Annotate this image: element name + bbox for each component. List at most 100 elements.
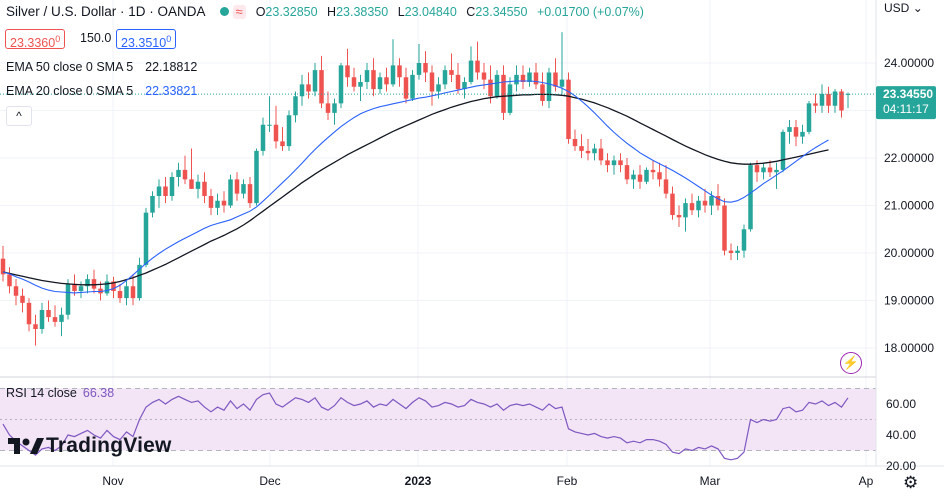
candle-body bbox=[215, 200, 220, 208]
candle-body bbox=[39, 310, 45, 329]
candle-body bbox=[605, 160, 610, 166]
candle-body bbox=[124, 286, 129, 299]
sell-button[interactable]: 23.33600 bbox=[5, 29, 66, 51]
candle-body bbox=[832, 91, 838, 106]
rsi-legend[interactable]: RSI 14 close 66.38 bbox=[6, 386, 114, 400]
candlestick-series bbox=[0, 32, 851, 346]
candle-body bbox=[13, 286, 19, 296]
symbol-title[interactable]: Silver / U.S. Dollar · 1D · OANDA bbox=[6, 4, 206, 19]
candle-body bbox=[449, 70, 454, 75]
symbol-legend[interactable]: Silver / U.S. Dollar · 1D · OANDA ≈ O23.… bbox=[6, 4, 650, 19]
candle-body bbox=[150, 196, 155, 213]
rsi-axis-labels: 60.00 40.00 20.00 bbox=[886, 397, 916, 473]
candle-body bbox=[247, 184, 253, 204]
ema50-label: EMA 50 close 0 SMA 5 bbox=[6, 60, 134, 74]
rsi-label: RSI 14 close bbox=[6, 386, 77, 400]
candle-body bbox=[390, 65, 396, 85]
ema20-value: 22.33821 bbox=[145, 84, 198, 98]
chevron-up-icon: ^ bbox=[16, 109, 22, 123]
candle-body bbox=[494, 74, 500, 97]
candle-body bbox=[702, 200, 708, 206]
candle-body bbox=[111, 281, 116, 291]
status-indicators[interactable]: ≈ bbox=[219, 4, 246, 19]
buy-button[interactable]: 23.35100 bbox=[116, 29, 177, 50]
candle-body bbox=[436, 84, 441, 92]
sell-price-pip: 0 bbox=[55, 34, 61, 44]
candle-body bbox=[137, 264, 142, 299]
candle-body bbox=[488, 79, 493, 97]
ema50-legend[interactable]: EMA 50 close 0 SMA 5 22.18812 bbox=[6, 60, 197, 74]
candle-body bbox=[657, 172, 662, 180]
ema50-value: 22.18812 bbox=[145, 60, 198, 74]
candle-body bbox=[351, 77, 357, 87]
candle-body bbox=[676, 215, 682, 218]
candle-body bbox=[806, 103, 812, 132]
candle-body bbox=[514, 74, 519, 85]
time-tick-label: Feb bbox=[557, 474, 578, 488]
open-value: 23.32850 bbox=[265, 4, 318, 19]
candle-body bbox=[507, 84, 513, 113]
candle-body bbox=[553, 72, 558, 87]
gear-icon[interactable]: ⚙ bbox=[903, 473, 919, 492]
sell-price: 23.3360 bbox=[10, 36, 56, 51]
candle-body bbox=[241, 184, 246, 194]
candle-body bbox=[650, 169, 656, 173]
candle-body bbox=[59, 314, 64, 322]
candle-body bbox=[293, 96, 298, 116]
candle-body bbox=[228, 179, 233, 206]
candle-body bbox=[156, 186, 162, 196]
candle-body bbox=[319, 70, 324, 104]
candle-body bbox=[455, 74, 461, 90]
ohlc-values: O23.32850 H23.38350 L23.04840 C23.34550 … bbox=[256, 5, 650, 19]
candle-body bbox=[234, 179, 240, 194]
tradingview-watermark[interactable]: TradingView bbox=[8, 434, 172, 458]
time-axis-labels[interactable]: Nov Dec 2023 Feb Mar Ap bbox=[102, 474, 873, 488]
candle-body bbox=[611, 160, 617, 166]
currency-selector[interactable]: USD ⌄ bbox=[884, 1, 923, 15]
candle-body bbox=[468, 60, 474, 82]
ema50-line bbox=[2, 93, 829, 286]
candle-body bbox=[260, 124, 266, 151]
ema20-line bbox=[2, 80, 829, 294]
candle-body bbox=[182, 169, 188, 180]
candle-body bbox=[78, 286, 84, 291]
candle-body bbox=[397, 65, 402, 78]
candle-body bbox=[637, 174, 643, 182]
candle-body bbox=[423, 63, 428, 73]
candle-body bbox=[221, 200, 227, 206]
candle-body bbox=[761, 167, 766, 173]
candle-body bbox=[631, 174, 636, 180]
price-tick-label: 24.00000 bbox=[884, 56, 934, 70]
candle-body bbox=[624, 165, 630, 180]
candle-body bbox=[52, 317, 58, 322]
candle-body bbox=[585, 150, 591, 154]
candle-body bbox=[46, 310, 51, 318]
candle-body bbox=[728, 250, 734, 253]
lightning-icon[interactable]: ⚡ bbox=[840, 352, 862, 374]
candle-body bbox=[839, 91, 844, 111]
candle-body bbox=[644, 169, 649, 182]
time-tick-label: Nov bbox=[102, 474, 123, 488]
low-value: 23.04840 bbox=[404, 4, 457, 19]
candle-body bbox=[683, 203, 688, 218]
collapse-legend-button[interactable]: ^ bbox=[6, 106, 32, 126]
candle-body bbox=[709, 196, 714, 206]
candle-body bbox=[169, 177, 175, 196]
ema20-legend[interactable]: EMA 20 close 0 SMA 5 22.33821 bbox=[6, 84, 197, 98]
candle-body bbox=[618, 160, 623, 166]
change-value: +0.01700 (+0.07%) bbox=[536, 4, 644, 19]
candle-body bbox=[787, 127, 792, 132]
candle-body bbox=[130, 286, 136, 299]
candle-body bbox=[566, 79, 571, 139]
candle-body bbox=[273, 124, 279, 142]
candle-body bbox=[280, 141, 285, 147]
data-delay-icon: ≈ bbox=[232, 4, 246, 19]
price-tick-label: 19.00000 bbox=[884, 294, 934, 308]
candle-body bbox=[403, 77, 409, 99]
candle-body bbox=[332, 103, 337, 113]
candle-body bbox=[715, 196, 721, 206]
buy-price-pip: 0 bbox=[166, 34, 172, 44]
candle-body bbox=[72, 283, 77, 291]
candle-body bbox=[26, 302, 32, 325]
